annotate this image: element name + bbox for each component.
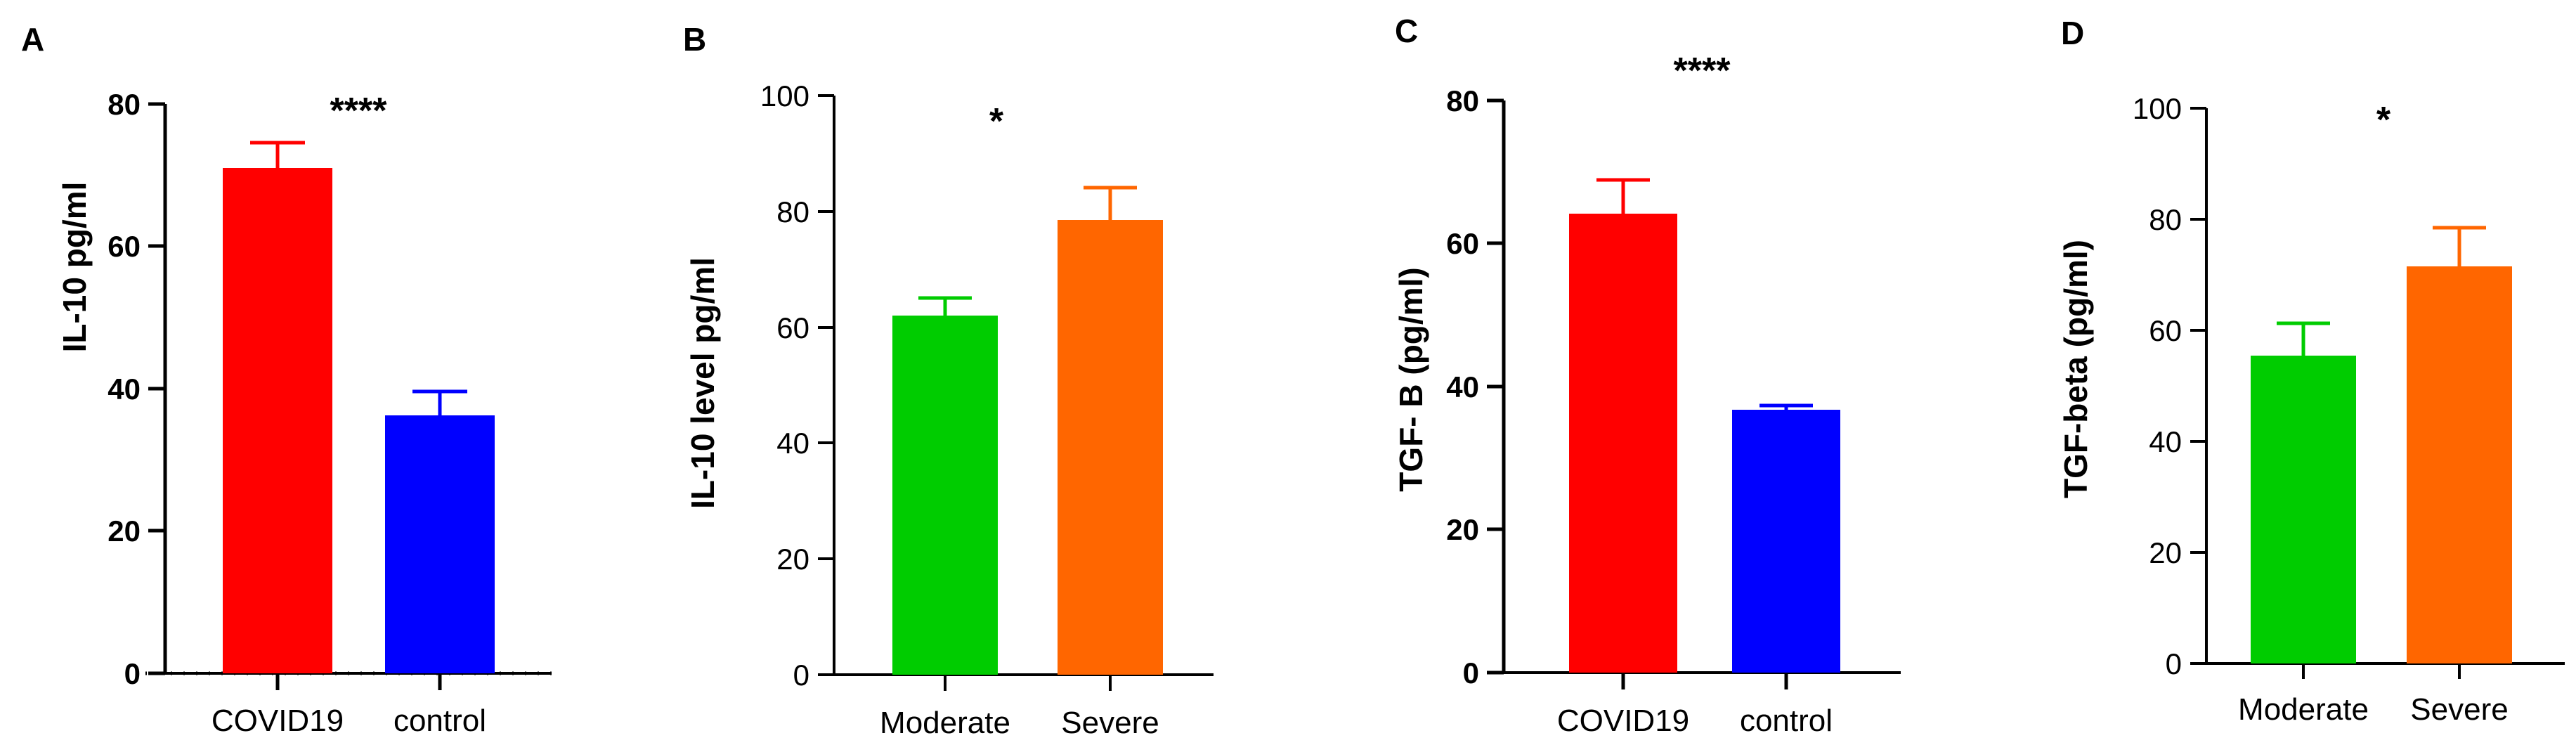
bar xyxy=(223,168,332,673)
y-tick-label: 0 xyxy=(793,659,809,692)
y-tick-label: 40 xyxy=(1446,370,1479,403)
y-tick-label: 60 xyxy=(2149,314,2182,347)
panel-letter: B xyxy=(683,21,706,58)
y-tick-label: 80 xyxy=(1446,84,1479,117)
x-tick-label: Severe xyxy=(1061,706,1159,740)
bar xyxy=(1732,410,1840,673)
y-tick-label: 60 xyxy=(776,311,809,344)
y-tick-label: 40 xyxy=(2149,425,2182,458)
bar xyxy=(2407,266,2512,663)
bar xyxy=(892,316,998,675)
significance-marker: * xyxy=(989,101,1004,142)
y-tick-label: 80 xyxy=(776,195,809,228)
significance-marker: * xyxy=(2376,100,2391,141)
panel-letter: D xyxy=(2061,15,2084,51)
y-tick-label: 100 xyxy=(760,79,809,112)
x-tick-label: Moderate xyxy=(2238,692,2369,727)
x-tick-label: COVID19 xyxy=(212,704,344,738)
y-tick-label: 0 xyxy=(1463,656,1479,689)
y-tick-label: 20 xyxy=(1446,513,1479,546)
panel-d: D TGF-beta (pg/ml) 0 20 40 60 80 100 Mod… xyxy=(2057,15,2565,727)
panel-letter: C xyxy=(1395,13,1418,49)
y-tick-label: 60 xyxy=(1446,227,1479,260)
x-tick-label: Moderate xyxy=(880,706,1010,740)
bar xyxy=(2251,356,2356,663)
y-axis-label: IL-10 level pg/ml xyxy=(684,257,721,509)
y-axis-label: IL-10 pg/ml xyxy=(56,182,93,353)
y-tick-label: 20 xyxy=(108,514,141,548)
y-tick-label: 0 xyxy=(2166,647,2182,680)
y-tick-label: 60 xyxy=(108,230,141,263)
x-tick-label: control xyxy=(1740,704,1833,738)
y-tick-label: 20 xyxy=(776,543,809,576)
panel-a: A IL-10 pg/ml 0 20 40 60 80 COVID19 cont… xyxy=(21,21,552,738)
bar xyxy=(1058,220,1163,675)
y-tick-label: 20 xyxy=(2149,536,2182,569)
bar xyxy=(1569,214,1677,673)
panel-c: C TGF- B (pg/ml) 0 20 40 60 80 COVID19 c… xyxy=(1393,13,1901,738)
x-tick-label: COVID19 xyxy=(1557,704,1689,738)
y-tick-label: 80 xyxy=(108,88,141,121)
y-axis-label: TGF- B (pg/ml) xyxy=(1393,267,1429,491)
y-tick-label: 80 xyxy=(2149,203,2182,236)
y-tick-label: 0 xyxy=(124,657,141,690)
x-tick-label: control xyxy=(393,704,486,738)
panel-letter: A xyxy=(21,21,44,58)
x-tick-label: Severe xyxy=(2410,692,2508,727)
panel-b: B IL-10 level pg/ml 0 20 40 60 80 100 Mo… xyxy=(683,21,1214,740)
y-tick-label: 40 xyxy=(776,427,809,460)
bar xyxy=(385,415,495,673)
y-tick-label: 100 xyxy=(2133,92,2182,125)
significance-marker: **** xyxy=(1674,51,1731,91)
y-tick-label: 40 xyxy=(108,372,141,406)
significance-marker: **** xyxy=(330,91,388,131)
y-axis-label: TGF-beta (pg/ml) xyxy=(2057,240,2094,498)
